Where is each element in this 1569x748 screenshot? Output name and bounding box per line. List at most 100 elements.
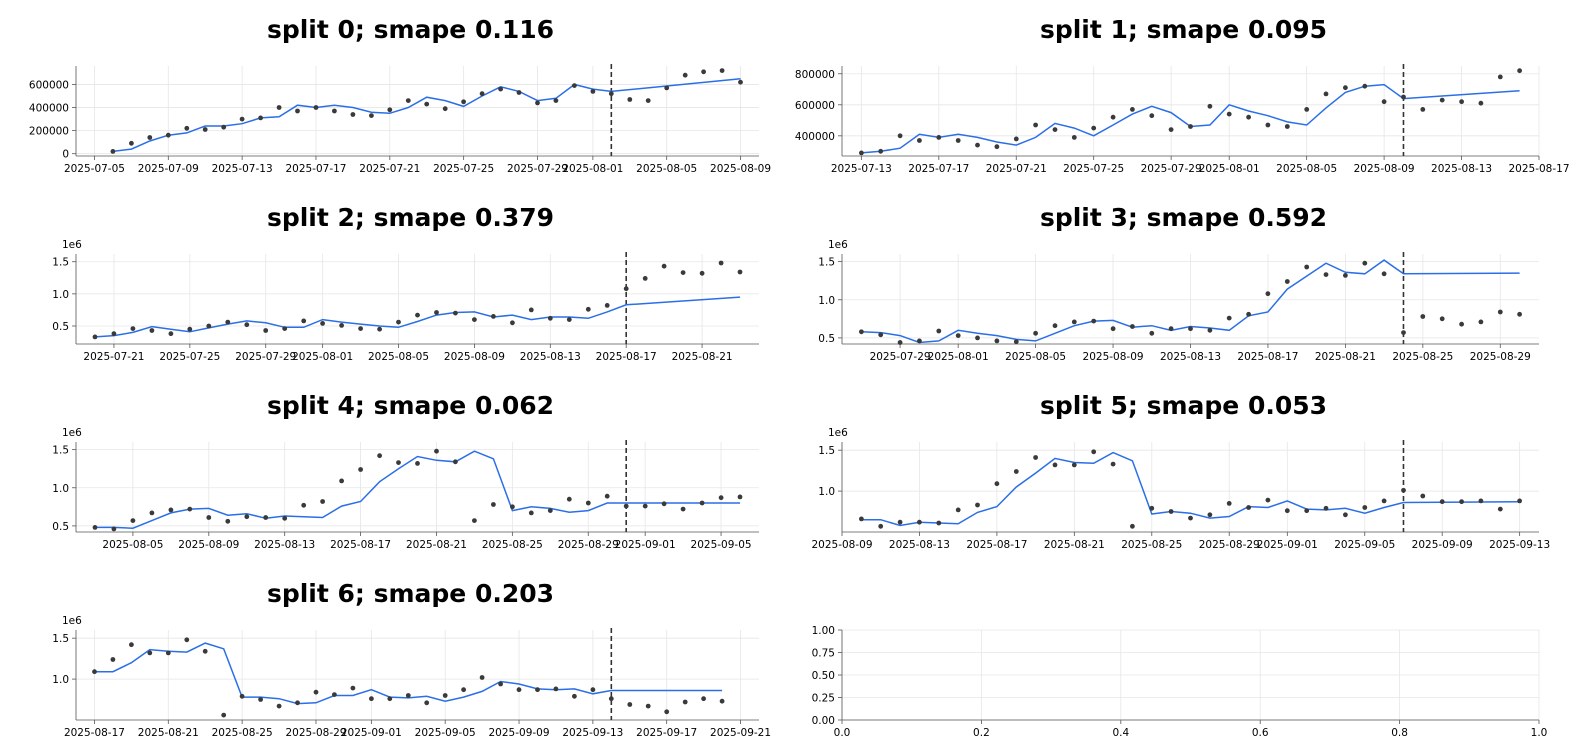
x-tick-label: 2025-09-09 <box>1412 539 1473 551</box>
actual-point <box>1168 127 1174 132</box>
x-tick-label: 2025-09-17 <box>636 727 697 739</box>
y-offset-label: 1e6 <box>828 427 848 439</box>
actual-point <box>642 276 648 281</box>
actual-point <box>225 518 231 524</box>
actual-point <box>415 312 420 318</box>
actual-point <box>405 98 411 103</box>
x-tick-label: 2025-08-09 <box>811 539 872 551</box>
y-tick-label: 200000 <box>29 126 69 138</box>
actual-point <box>936 135 942 140</box>
actual-point <box>1420 107 1426 112</box>
actual-point <box>332 108 337 114</box>
actual-point <box>1207 103 1213 109</box>
panel-title: split 5; smape 0.053 <box>1040 391 1327 420</box>
actual-point <box>92 525 98 530</box>
actual-point <box>1478 319 1484 325</box>
actual-point <box>680 506 686 512</box>
x-tick-label: 2025-07-25 <box>159 351 220 363</box>
x-tick-label: 2025-08-29 <box>558 539 619 551</box>
actual-point <box>313 105 319 110</box>
actual-point <box>442 693 448 698</box>
x-tick-label: 2025-09-01 <box>341 727 402 739</box>
actual-point <box>301 318 307 324</box>
actual-point <box>434 448 439 454</box>
actual-point <box>1013 469 1019 474</box>
x-tick-label: 2025-07-13 <box>831 163 892 175</box>
actual-point <box>878 523 884 529</box>
actual-point <box>516 687 522 693</box>
x-tick-label: 2025-08-21 <box>672 351 733 363</box>
actual-point <box>1420 314 1426 319</box>
actual-point <box>442 106 448 112</box>
y-tick-label: 800000 <box>795 69 835 81</box>
fitted-line <box>94 642 723 705</box>
y-tick-label: 1.0 <box>818 486 835 498</box>
actual-point <box>339 323 344 328</box>
x-tick-label: 2025-08-17 <box>330 539 391 551</box>
x-tick-label: 2025-09-05 <box>1334 539 1395 551</box>
actual-point <box>1052 462 1058 468</box>
x-tick-label: 2025-07-29 <box>1141 163 1202 175</box>
actual-point <box>225 319 231 325</box>
y-offset-label: 1e6 <box>62 239 82 251</box>
actual-point <box>424 101 430 107</box>
actual-point <box>701 696 706 702</box>
actual-point <box>1110 114 1116 120</box>
actual-point <box>664 85 670 91</box>
actual-point <box>1497 506 1503 512</box>
x-tick-label: 2025-09-13 <box>562 727 623 739</box>
x-tick-label: 2025-08-09 <box>178 539 239 551</box>
actual-point <box>1420 493 1426 499</box>
actual-point <box>590 687 596 693</box>
actual-point <box>547 315 553 321</box>
actual-point <box>994 338 1000 344</box>
actual-point <box>955 507 961 513</box>
x-tick-label: 2025-08-25 <box>1121 539 1182 551</box>
panel-2: split 2; smape 0.379 2025-07-21 2025-07-25… <box>52 203 759 363</box>
actual-point <box>627 97 633 102</box>
actual-point <box>1265 497 1271 503</box>
fitted-line <box>861 451 1520 527</box>
actual-point <box>339 478 344 484</box>
actual-point <box>130 326 136 331</box>
actual-point <box>1401 487 1406 493</box>
panel-6: split 6; smape 0.203 2025-08-17 2025-08-21… <box>52 579 771 739</box>
actual-point <box>221 712 227 718</box>
actual-point <box>917 138 922 143</box>
actual-point <box>1284 279 1290 284</box>
x-tick-label: 2025-08-13 <box>520 351 581 363</box>
actual-point <box>897 519 903 525</box>
actual-point <box>682 72 688 78</box>
y-tick-label: 0.75 <box>812 648 835 660</box>
actual-point <box>453 310 458 316</box>
actual-point <box>859 329 864 335</box>
actual-point <box>719 698 725 704</box>
actual-point <box>92 334 98 340</box>
actual-point <box>405 693 411 698</box>
x-tick-label: 2025-08-13 <box>1160 351 1221 363</box>
actual-point <box>202 127 208 132</box>
actual-point <box>1497 309 1503 315</box>
y-tick-label: 0.25 <box>812 693 835 705</box>
actual-point <box>1304 107 1310 112</box>
actual-point <box>682 699 688 705</box>
actual-point <box>244 322 250 328</box>
actual-point <box>206 323 212 329</box>
actual-point <box>547 508 553 513</box>
panel-title: split 1; smape 0.095 <box>1040 15 1327 44</box>
actual-point <box>701 69 706 75</box>
actual-point <box>528 307 534 313</box>
actual-point <box>1478 498 1484 504</box>
x-tick-label: 2025-07-13 <box>212 163 273 175</box>
actual-point <box>1343 85 1348 91</box>
actual-point <box>566 317 572 322</box>
x-tick-label: 2025-08-25 <box>482 539 543 551</box>
actual-point <box>313 689 319 695</box>
y-tick-label: 1.00 <box>812 625 835 637</box>
actual-point <box>1362 260 1368 266</box>
actual-point <box>332 692 337 697</box>
actual-point <box>737 494 743 500</box>
actual-point <box>917 519 922 525</box>
y-tick-label: 0.5 <box>52 321 69 333</box>
actual-point <box>1052 127 1058 132</box>
